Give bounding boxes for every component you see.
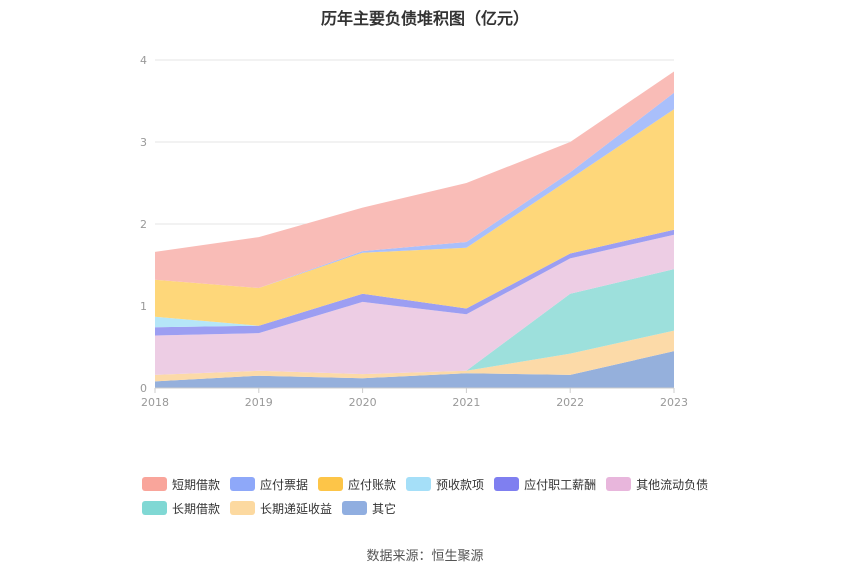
y-tick-label: 3 — [140, 136, 147, 149]
y-tick-label: 0 — [140, 382, 147, 395]
legend-item[interactable]: 长期递延收益 — [230, 500, 332, 517]
legend-swatch — [142, 501, 167, 515]
chart-title: 历年主要负债堆积图（亿元） — [320, 9, 529, 28]
legend-swatch — [606, 477, 632, 491]
legend-label: 长期借款 — [172, 501, 221, 516]
legend-swatch — [342, 501, 368, 515]
legend-item[interactable]: 长期借款 — [142, 500, 220, 517]
legend-row: 短期借款 应付票据 应付账款 预收款项 应付职工薪酬 其他流动负债 — [142, 472, 742, 496]
data-source-note: 数据来源：恒生聚源 — [366, 549, 484, 564]
legend-item[interactable]: 预收款项 — [406, 476, 484, 493]
y-tick-label: 4 — [140, 54, 147, 67]
legend-label: 其它 — [372, 501, 397, 516]
area-series-4 — [155, 234, 674, 375]
area-series-7 — [155, 109, 674, 326]
y-axis-ticks: 0 1 2 3 4 — [140, 54, 147, 395]
legend: 短期借款 应付票据 应付账款 预收款项 应付职工薪酬 其他流动负债 长期借款 长期递延收益 其… — [142, 472, 742, 520]
area-series-1 — [155, 351, 674, 388]
legend-item[interactable]: 其他流动负债 — [606, 476, 708, 493]
legend-swatch — [494, 477, 520, 491]
legend-row: 长期借款 长期递延收益 其它 — [142, 496, 742, 520]
legend-swatch — [230, 501, 256, 515]
area-series-layer — [155, 71, 674, 388]
x-axis — [154, 387, 675, 393]
legend-item[interactable]: 其它 — [342, 500, 396, 517]
y-tick-label: 2 — [140, 218, 147, 231]
legend-label: 其他流动负债 — [636, 477, 709, 492]
legend-label: 应付职工薪酬 — [524, 477, 597, 492]
legend-item[interactable]: 短期借款 — [142, 476, 220, 493]
legend-label: 应付票据 — [260, 477, 309, 492]
legend-item[interactable]: 应付职工薪酬 — [494, 476, 596, 493]
area-series-3 — [155, 269, 674, 375]
x-tick-label: 2018 — [141, 396, 169, 409]
legend-swatch — [406, 477, 432, 491]
legend-label: 长期递延收益 — [260, 501, 333, 516]
legend-item[interactable]: 应付票据 — [230, 476, 308, 493]
area-series-2 — [155, 330, 674, 382]
x-tick-label: 2019 — [245, 396, 273, 409]
area-series-8 — [155, 92, 674, 288]
x-axis-ticks: 2018 2019 2020 2021 2022 2023 — [141, 396, 688, 409]
x-tick-label: 2023 — [660, 396, 688, 409]
x-tick-label: 2022 — [556, 396, 584, 409]
legend-swatch — [142, 477, 167, 491]
legend-label: 预收款项 — [436, 477, 485, 492]
legend-swatch — [318, 477, 344, 491]
x-tick-label: 2020 — [349, 396, 377, 409]
legend-swatch — [230, 477, 256, 491]
legend-item[interactable]: 应付账款 — [318, 476, 396, 493]
y-tick-label: 1 — [140, 300, 147, 313]
legend-label: 短期借款 — [172, 477, 221, 492]
area-series-9 — [155, 71, 674, 288]
x-tick-label: 2021 — [452, 396, 480, 409]
legend-label: 应付账款 — [348, 477, 397, 492]
